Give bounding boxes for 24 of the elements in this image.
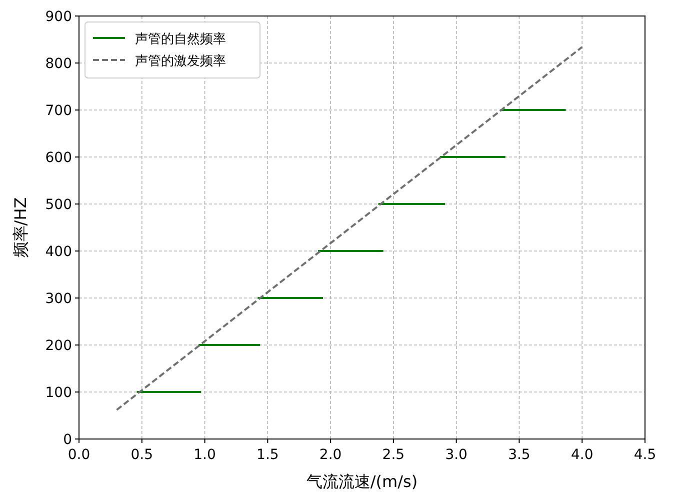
x-tick-label: 4.0 bbox=[570, 447, 594, 463]
x-tick-label: 3.0 bbox=[445, 447, 468, 463]
legend-label: 声管的自然频率 bbox=[135, 31, 226, 47]
x-tick-label: 2.5 bbox=[382, 447, 405, 463]
y-tick-label: 600 bbox=[45, 150, 72, 166]
y-tick-label: 900 bbox=[45, 9, 72, 25]
x-tick-label: 3.5 bbox=[508, 447, 530, 463]
x-tick-label: 1.5 bbox=[256, 447, 279, 463]
y-tick-label: 700 bbox=[45, 103, 72, 119]
y-axis-title: 频率/HZ bbox=[11, 197, 30, 258]
y-tick-label: 200 bbox=[45, 338, 72, 354]
y-tick-label: 400 bbox=[45, 244, 72, 260]
y-tick-label: 100 bbox=[45, 385, 72, 401]
y-tick-label: 800 bbox=[45, 56, 72, 72]
x-tick-label: 4.5 bbox=[634, 447, 656, 463]
x-tick-label: 2.0 bbox=[319, 447, 342, 463]
legend-label: 声管的激发频率 bbox=[135, 53, 226, 69]
x-tick-label: 1.0 bbox=[194, 447, 216, 463]
y-tick-label: 0 bbox=[63, 432, 72, 448]
y-tick-label: 300 bbox=[45, 291, 72, 307]
x-axis-title: 气流流速/(m/s) bbox=[306, 472, 418, 491]
x-tick-label: 0.0 bbox=[68, 447, 90, 463]
y-tick-label: 500 bbox=[45, 197, 72, 213]
x-tick-label: 0.5 bbox=[130, 447, 154, 463]
